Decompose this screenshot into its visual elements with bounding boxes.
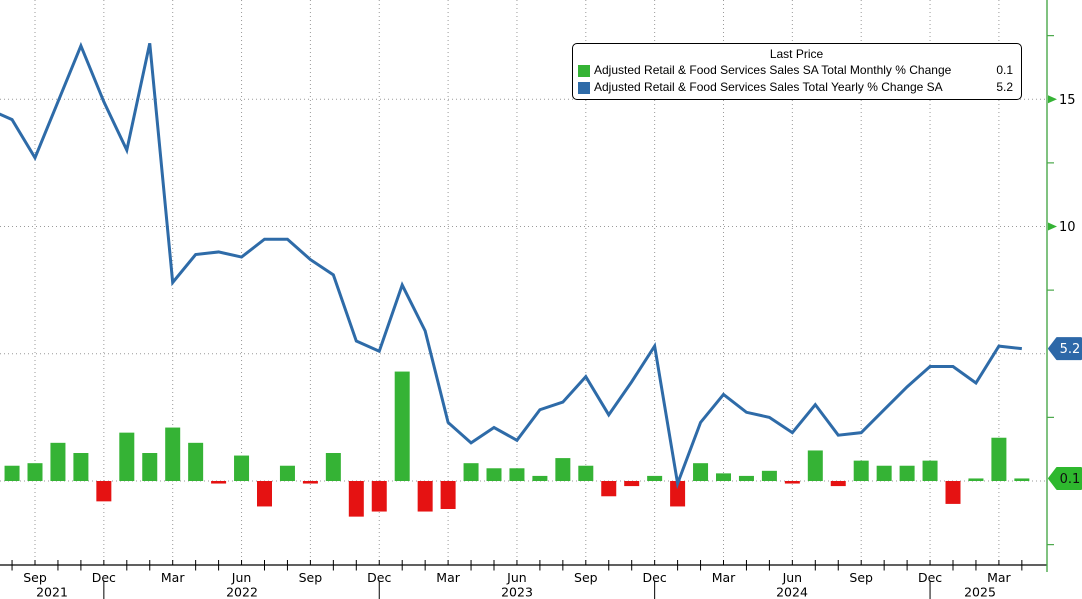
monthly-bar-Jul-2023 <box>532 475 548 481</box>
x-tick-label: Jun <box>782 570 803 585</box>
monthly-bar-Oct-2023 <box>601 481 617 497</box>
monthly-bar-Jun-2022 <box>234 455 250 481</box>
year-label: 2022 <box>226 585 258 599</box>
monthly-bar-Jan-2025 <box>945 481 961 504</box>
monthly-bar-Nov-2023 <box>624 481 640 487</box>
monthly-bar-Dec-2023 <box>647 475 663 481</box>
year-label: 2024 <box>776 585 808 599</box>
monthly-series-last-price: 0.1 <box>996 63 1013 77</box>
monthly-bar-Dec-2024 <box>922 460 938 481</box>
x-tick-label: Dec <box>367 570 391 585</box>
monthly-bar-Nov-2024 <box>899 465 915 481</box>
monthly-change-bars <box>4 371 1030 517</box>
monthly-bar-May-2024 <box>761 470 777 481</box>
monthly-bar-Sep-2022 <box>302 481 318 484</box>
x-tick-label: Dec <box>918 570 942 585</box>
monthly-bar-Mar-2024 <box>716 473 731 481</box>
monthly-bar-Aug-2022 <box>279 465 295 481</box>
monthly-bar-Sep-2021 <box>27 463 43 481</box>
monthly-bar-Jul-2024 <box>807 450 823 481</box>
x-tick-label: Sep <box>574 570 598 585</box>
monthly-bar-Feb-2022 <box>142 453 158 481</box>
last-price-badges: 5.2 0.1 <box>1048 337 1082 490</box>
x-tick-label: Sep <box>849 570 873 585</box>
legend-row-yearly: Adjusted Retail & Food Services Sales To… <box>578 79 1015 96</box>
year-label: 2023 <box>501 585 533 599</box>
legend-row-monthly: Adjusted Retail & Food Services Sales SA… <box>578 62 1015 79</box>
y-tick-label: 15 <box>1059 93 1076 108</box>
monthly-bar-Jun-2024 <box>784 481 800 484</box>
monthly-bar-Dec-2022 <box>371 481 387 512</box>
legend-box: Last Price Adjusted Retail & Food Servic… <box>572 43 1022 100</box>
last-price-badge <box>1048 337 1082 361</box>
monthly-bar-Sep-2024 <box>853 460 869 481</box>
monthly-bar-Oct-2022 <box>325 453 341 481</box>
monthly-bar-Feb-2023 <box>417 481 433 512</box>
x-tick-label: Mar <box>436 570 460 585</box>
x-tick-label: Mar <box>987 570 1011 585</box>
x-tick-label: Jun <box>506 570 527 585</box>
monthly-bar-Apr-2022 <box>188 442 204 481</box>
monthly-bar-May-2023 <box>486 468 502 481</box>
monthly-bar-Feb-2024 <box>693 463 709 481</box>
monthly-bar-Mar-2023 <box>440 481 456 509</box>
monthly-bar-Mar-2022 <box>165 427 181 481</box>
monthly-bar-Nov-2021 <box>73 453 89 481</box>
y-tick-arrow-icon <box>1048 222 1057 231</box>
monthly-bar-Dec-2021 <box>96 481 112 502</box>
monthly-bar-Apr-2024 <box>738 475 754 481</box>
x-tick-label: Mar <box>161 570 185 585</box>
yearly-line <box>0 41 1023 490</box>
monthly-bar-Nov-2022 <box>348 481 364 517</box>
monthly-series-swatch-icon <box>578 64 590 77</box>
last-price-badge <box>1048 466 1082 490</box>
year-label: 2021 <box>36 585 68 599</box>
monthly-bar-Apr-2023 <box>463 463 479 481</box>
monthly-series-label: Adjusted Retail & Food Services Sales SA… <box>594 63 952 77</box>
monthly-bar-Aug-2023 <box>555 458 571 481</box>
x-tick-label: Sep <box>299 570 323 585</box>
monthly-bar-Jan-2022 <box>119 432 135 481</box>
monthly-bar-Aug-2024 <box>830 481 846 487</box>
monthly-bar-Jan-2023 <box>394 371 410 481</box>
monthly-bar-Apr-2025 <box>1014 478 1030 481</box>
x-tick-label: Jun <box>231 570 252 585</box>
monthly-bar-Jun-2023 <box>509 468 525 481</box>
y-tick-label: 10 <box>1059 220 1076 235</box>
monthly-bar-Oct-2024 <box>876 465 892 481</box>
monthly-bar-Oct-2021 <box>50 442 66 481</box>
yearly-series-label: Adjusted Retail & Food Services Sales To… <box>594 80 943 94</box>
x-axis: Sep Dec Mar Jun Sep Dec Mar Jun Sep Dec Mar Jun Sep D… <box>0 560 1047 599</box>
yearly-series-swatch-icon <box>578 81 590 94</box>
monthly-bar-May-2022 <box>211 481 227 484</box>
last-price-badge-value: 0.1 <box>1060 472 1081 487</box>
monthly-bar-Jan-2024 <box>670 481 686 507</box>
yearly-change-line <box>0 41 1023 490</box>
monthly-bar-Sep-2023 <box>578 465 594 481</box>
monthly-bar-Feb-2025 <box>968 478 984 481</box>
legend-title: Last Price <box>769 47 824 61</box>
monthly-bar-Jul-2022 <box>257 481 272 507</box>
yearly-series-last-price: 5.2 <box>996 80 1013 94</box>
last-price-badge-value: 5.2 <box>1060 342 1081 357</box>
year-label: 2025 <box>964 585 996 599</box>
monthly-bar-Aug-2021 <box>4 465 20 481</box>
x-tick-label: Sep <box>23 570 47 585</box>
horizontal-gridlines <box>0 98 1047 482</box>
monthly-bar-Mar-2025 <box>991 437 1007 481</box>
x-tick-label: Dec <box>92 570 116 585</box>
y-tick-arrow-icon <box>1048 95 1057 104</box>
x-tick-label: Dec <box>643 570 667 585</box>
x-tick-label: Mar <box>712 570 736 585</box>
